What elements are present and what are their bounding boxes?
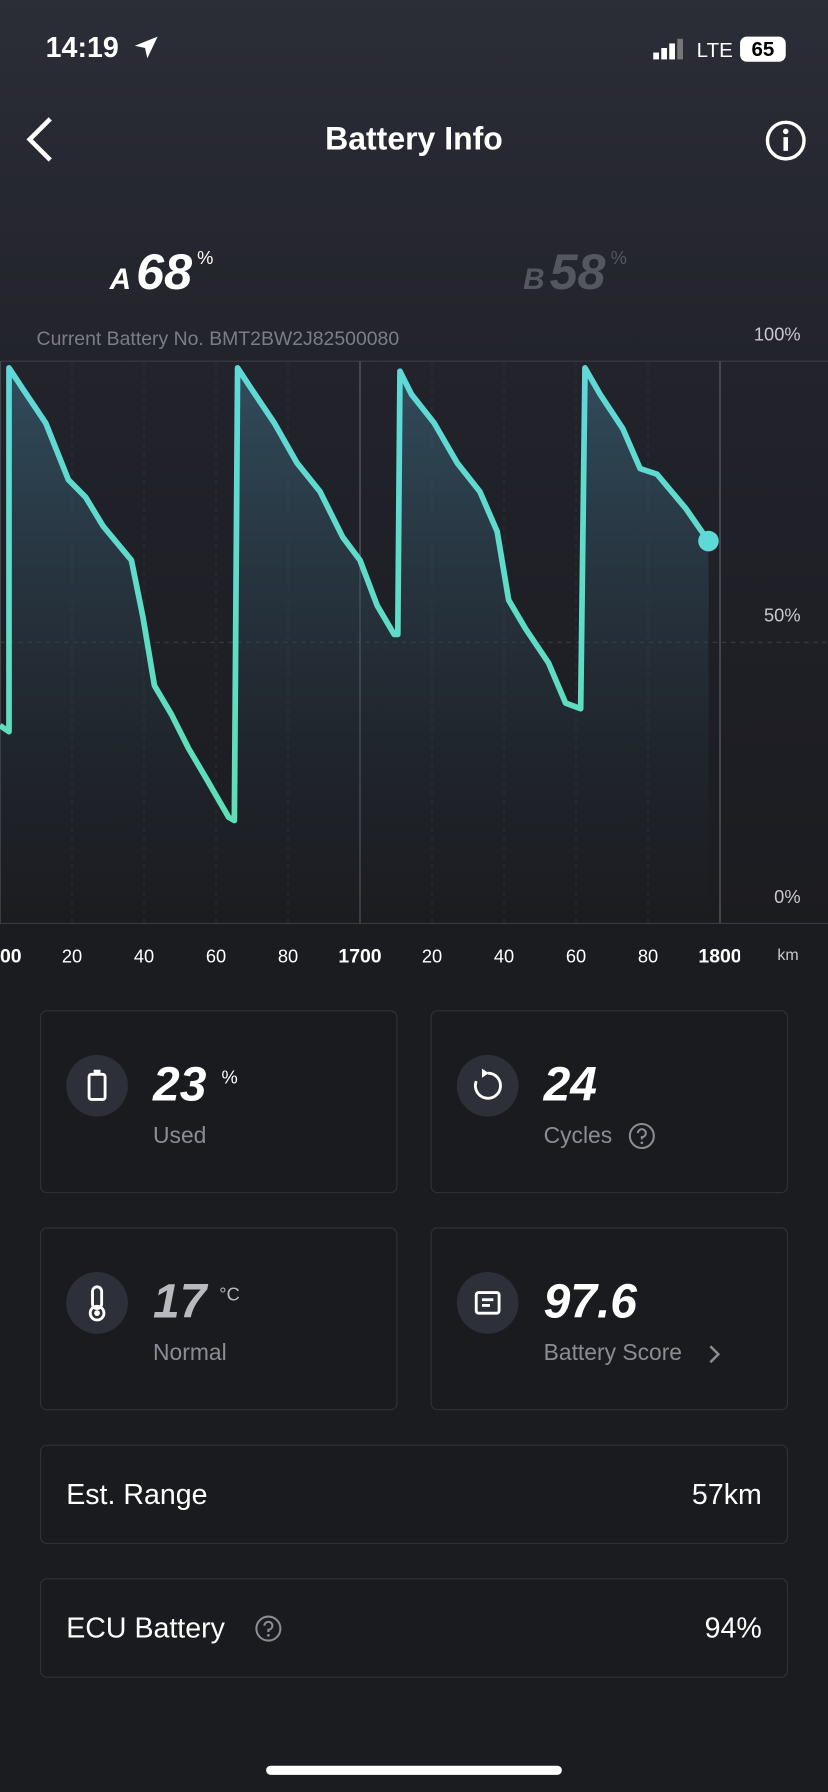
battery-status: 65 [740,36,786,62]
chevron [709,1345,721,1364]
x-tick-label: 80 [638,945,658,966]
row-value: 57km [691,1478,762,1511]
row-label: Est. Range [66,1478,208,1511]
x-tick-labels: 1600 20 40 60 80 1700 20 40 60 80 1800 [0,945,741,967]
row-label: ECU Battery [66,1612,225,1645]
time: 14:19 [45,32,119,65]
stat-label: Cycles [543,1123,613,1149]
stat-label: Battery Score [543,1340,683,1366]
page-title: Battery Info [325,121,503,157]
y-tick-label: 0% [774,886,800,907]
x-tick-label: 40 [134,945,154,966]
score-icon [474,1291,501,1315]
y-tick-label: 50% [764,605,801,626]
stat-value: 97.6 [543,1274,637,1329]
stat-value: 17 [153,1274,207,1329]
network: LTE [696,38,733,62]
battery-letter: A [109,261,132,297]
stat-unit: °C [219,1285,240,1306]
current-point [698,530,719,552]
info-row: ECU Battery 94% [39,1578,789,1678]
x-tick-label: 1800 [698,945,741,967]
location-icon [134,36,158,59]
stat-label: Used [153,1123,207,1149]
battery-b[interactable]: B 58 % [523,245,627,302]
battery-number: Current Battery No. BMT2BW2J82500080 [36,328,400,350]
x-tick-label: 60 [566,945,586,966]
battery-unit: % [197,249,214,269]
battery-letter: B [523,261,545,297]
stat-card: 24 Cycles [430,1010,789,1194]
info-row: Est. Range 57km [39,1444,789,1545]
x-unit: km [777,947,798,964]
stat-value: 24 [543,1057,597,1111]
signal-icon [653,38,683,60]
help-icon[interactable] [254,1614,284,1644]
x-tick-label: 20 [422,945,442,966]
x-tick-label: 20 [62,945,82,966]
thermometer-icon [88,1285,106,1322]
row-value: 94% [704,1612,762,1645]
x-tick-label: 40 [494,945,514,966]
battery-level: 58 [549,244,606,301]
x-tick-label: 60 [206,945,226,966]
back-button[interactable] [21,114,60,164]
area [0,367,709,924]
y-tick-label: 100% [754,324,801,345]
stat-unit: % [221,1068,238,1089]
info-button[interactable] [763,118,809,164]
chart: 100% 50% 0% 1600 20 40 60 80 1700 20 40 60 80 1800 km [0,324,828,967]
help-icon[interactable] [627,1121,657,1151]
battery-icon [87,1069,107,1101]
battery-a[interactable]: A 68 % [110,245,214,302]
stat-card[interactable]: 97.6 Battery Score [430,1227,789,1411]
battery-line [0,365,711,824]
battery-unit: % [610,249,627,269]
cycle-icon [474,1068,502,1100]
stat-card: 23 % Used [39,1010,398,1194]
x-tick-label: 1600 [0,945,22,967]
home-indicator [266,1765,562,1775]
stat-label: Normal [153,1340,227,1366]
stat-value: 23 [153,1057,207,1111]
battery-level: 68 [136,244,193,301]
x-tick-label: 80 [278,945,298,966]
stat-card: 17 °C Normal [39,1227,398,1411]
x-tick-label: 1700 [338,945,381,967]
